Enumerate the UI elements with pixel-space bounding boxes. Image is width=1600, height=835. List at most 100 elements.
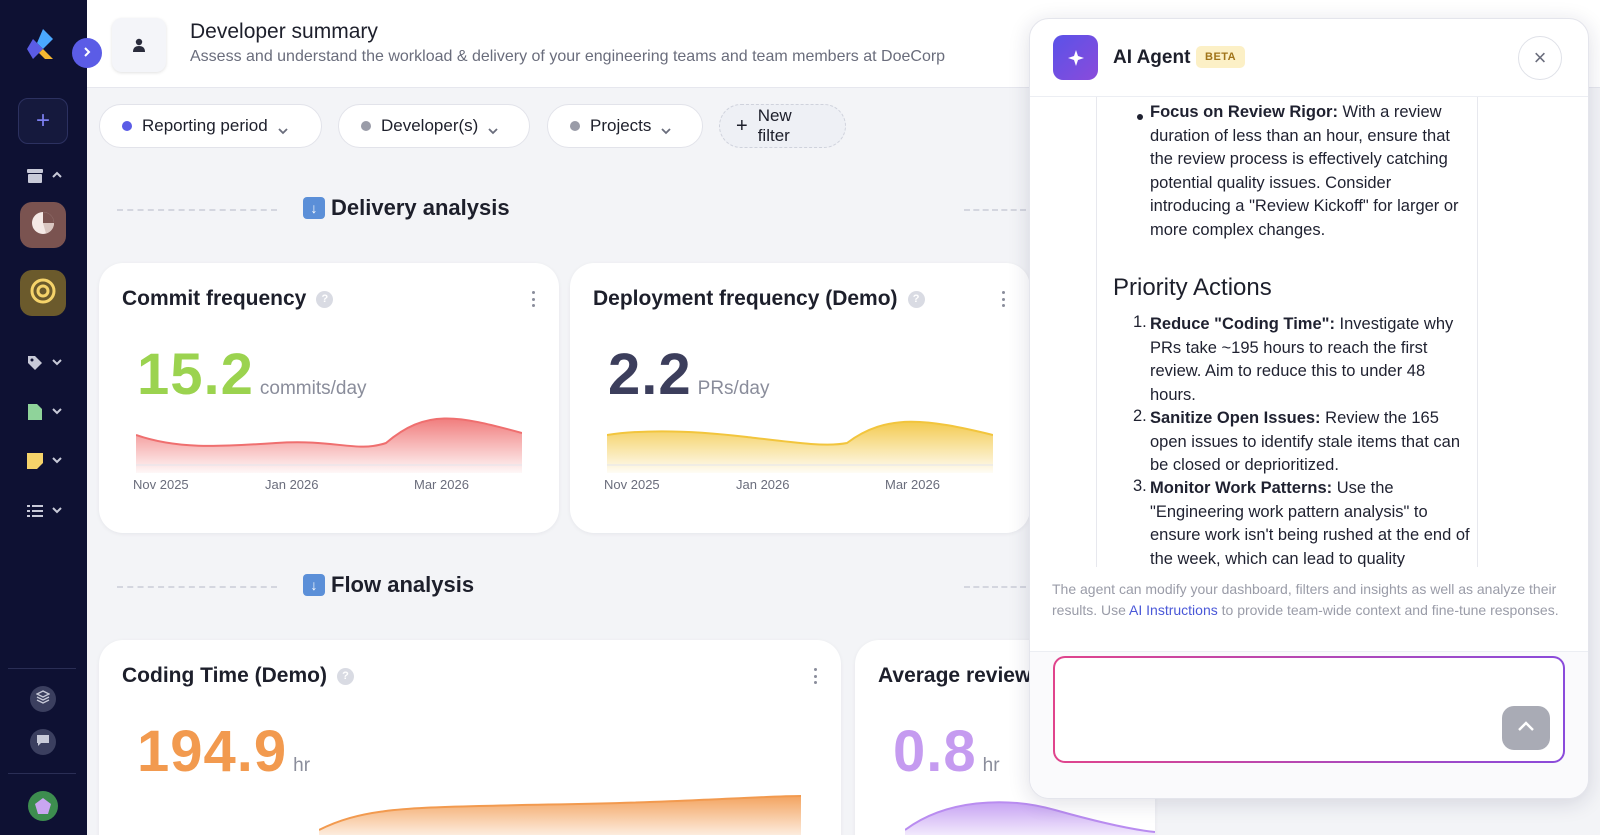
help-icon[interactable]: ? (316, 290, 334, 308)
ai-chat-body[interactable]: Focus on Review Rigor: With a review dur… (1030, 97, 1588, 567)
filter-projects[interactable]: Projects (547, 104, 703, 148)
status-dot (570, 121, 580, 131)
arrow-up-icon (1517, 719, 1535, 737)
metric: 0.8 hr (893, 718, 1000, 785)
close-icon: × (1533, 45, 1547, 70)
status-dot (122, 121, 132, 131)
sidebar: + (0, 0, 87, 835)
section-label: Delivery analysis (331, 195, 510, 220)
sparkle-icon (1053, 35, 1098, 80)
note-icon (26, 453, 44, 469)
axis-label: Jan 2026 (736, 477, 790, 492)
section-divider (117, 586, 277, 588)
more-options-icon[interactable] (811, 666, 819, 686)
chevron-down-icon (52, 506, 62, 517)
arrow-down-icon: ↓ (303, 197, 325, 219)
metric: 194.9 hr (137, 718, 310, 785)
metric-unit: hr (293, 755, 311, 776)
bold-text: Focus on Review Rigor: (1150, 103, 1338, 121)
sidebar-divider (8, 773, 76, 774)
chevron-up-icon (52, 171, 62, 182)
list-number: 3. (1133, 477, 1147, 495)
new-filter-button[interactable]: + New filter (719, 104, 846, 148)
sidebar-divider (8, 668, 76, 669)
sparkline-chart (905, 801, 1155, 835)
metric-value: 2.2 (608, 342, 692, 407)
filter-label: Reporting period (142, 116, 268, 135)
bullet-icon (1137, 114, 1143, 120)
card-title: Commit frequency ? (122, 287, 334, 311)
sidebar-item-dashboards[interactable] (20, 202, 66, 248)
help-icon[interactable]: ? (336, 667, 354, 685)
note-text: to provide team-wide context and fine-tu… (1217, 602, 1559, 618)
plus-icon: + (736, 115, 748, 137)
ai-bullet-item: Focus on Review Rigor: With a review dur… (1150, 101, 1470, 242)
sidebar-expand-button[interactable] (72, 38, 102, 68)
sidebar-item-goals[interactable] (20, 270, 66, 316)
metric-unit: hr (982, 755, 1000, 776)
card-average-review: Average review 0.8 hr (855, 640, 1155, 835)
plus-icon: + (35, 107, 50, 134)
help-icon[interactable]: ? (907, 290, 925, 308)
card-title: Deployment frequency (Demo) ? (593, 287, 925, 311)
card-coding-time: Coding Time (Demo) ? 194.9 hr (99, 640, 841, 835)
chevron-down-icon (661, 121, 672, 135)
ai-panel-title: AI Agent (1113, 47, 1191, 68)
ai-instructions-link[interactable]: AI Instructions (1129, 602, 1218, 618)
card-title-text: Coding Time (Demo) (122, 664, 327, 687)
send-button[interactable] (1502, 706, 1550, 750)
beta-badge: BETA (1196, 46, 1246, 68)
sidebar-item-notes[interactable] (26, 453, 62, 469)
sidebar-item-layers[interactable] (30, 686, 56, 712)
bold-text: Monitor Work Patterns: (1150, 479, 1333, 497)
list-number: 2. (1133, 407, 1147, 425)
section-divider (964, 586, 1026, 588)
chevron-down-icon (52, 358, 62, 369)
filter-label: Developer(s) (381, 116, 479, 135)
sidebar-item-lists[interactable] (26, 503, 62, 519)
ai-prompt-input[interactable] (1053, 656, 1565, 763)
ai-agent-panel: AI Agent BETA × Focus on Review Rigor: W… (1029, 18, 1589, 799)
metric-value: 15.2 (137, 342, 254, 407)
chevron-down-icon (52, 456, 62, 467)
card-title: Coding Time (Demo) ? (122, 664, 354, 688)
metric-value: 0.8 (893, 719, 977, 784)
body-text: Investigate why PRs take ~195 hours to r… (1150, 315, 1454, 404)
sparkline-chart (136, 417, 522, 473)
ai-action-item: Sanitize Open Issues: Review the 165 ope… (1150, 407, 1470, 478)
sidebar-item-documents[interactable] (26, 404, 62, 420)
sidebar-item-archive[interactable] (26, 168, 62, 184)
archive-icon (26, 168, 44, 184)
filter-label: New filter (757, 106, 792, 145)
body-text: With a review duration of less than an h… (1150, 103, 1459, 239)
card-deployment-frequency: Deployment frequency (Demo) ? 2.2 PRs/da… (570, 263, 1030, 533)
more-options-icon[interactable] (529, 289, 537, 309)
add-button[interactable]: + (18, 98, 68, 144)
chevron-down-icon (488, 121, 498, 135)
ai-action-item: Monitor Work Patterns: Use the "Engineer… (1150, 477, 1470, 567)
sidebar-item-chat[interactable] (30, 729, 56, 755)
chevron-right-icon (82, 45, 92, 61)
close-button[interactable]: × (1518, 36, 1562, 80)
card-title-text: Commit frequency (122, 287, 307, 310)
section-title-delivery: ↓ Delivery analysis (303, 195, 510, 221)
axis-label: Nov 2025 (604, 477, 660, 492)
chat-icon (36, 733, 50, 752)
card-title-text: Average review (878, 664, 1032, 687)
filter-developers[interactable]: Developer(s) (338, 104, 530, 148)
axis-label: Mar 2026 (414, 477, 469, 492)
filter-label: Projects (590, 116, 652, 135)
filter-reporting-period[interactable]: Reporting period (99, 104, 322, 148)
metric: 15.2 commits/day (137, 341, 367, 408)
more-options-icon[interactable] (999, 289, 1007, 309)
sparkline-chart (319, 795, 801, 835)
avatar[interactable] (28, 791, 58, 821)
app-logo[interactable] (23, 25, 63, 65)
card-title-text: Deployment frequency (Demo) (593, 287, 898, 310)
ai-message (1096, 97, 1478, 567)
target-icon (30, 278, 56, 309)
sidebar-item-tags[interactable] (26, 355, 62, 371)
card-title: Average review (878, 664, 1031, 688)
bold-text: Reduce "Coding Time": (1150, 315, 1335, 333)
ai-heading: Priority Actions (1113, 274, 1272, 301)
